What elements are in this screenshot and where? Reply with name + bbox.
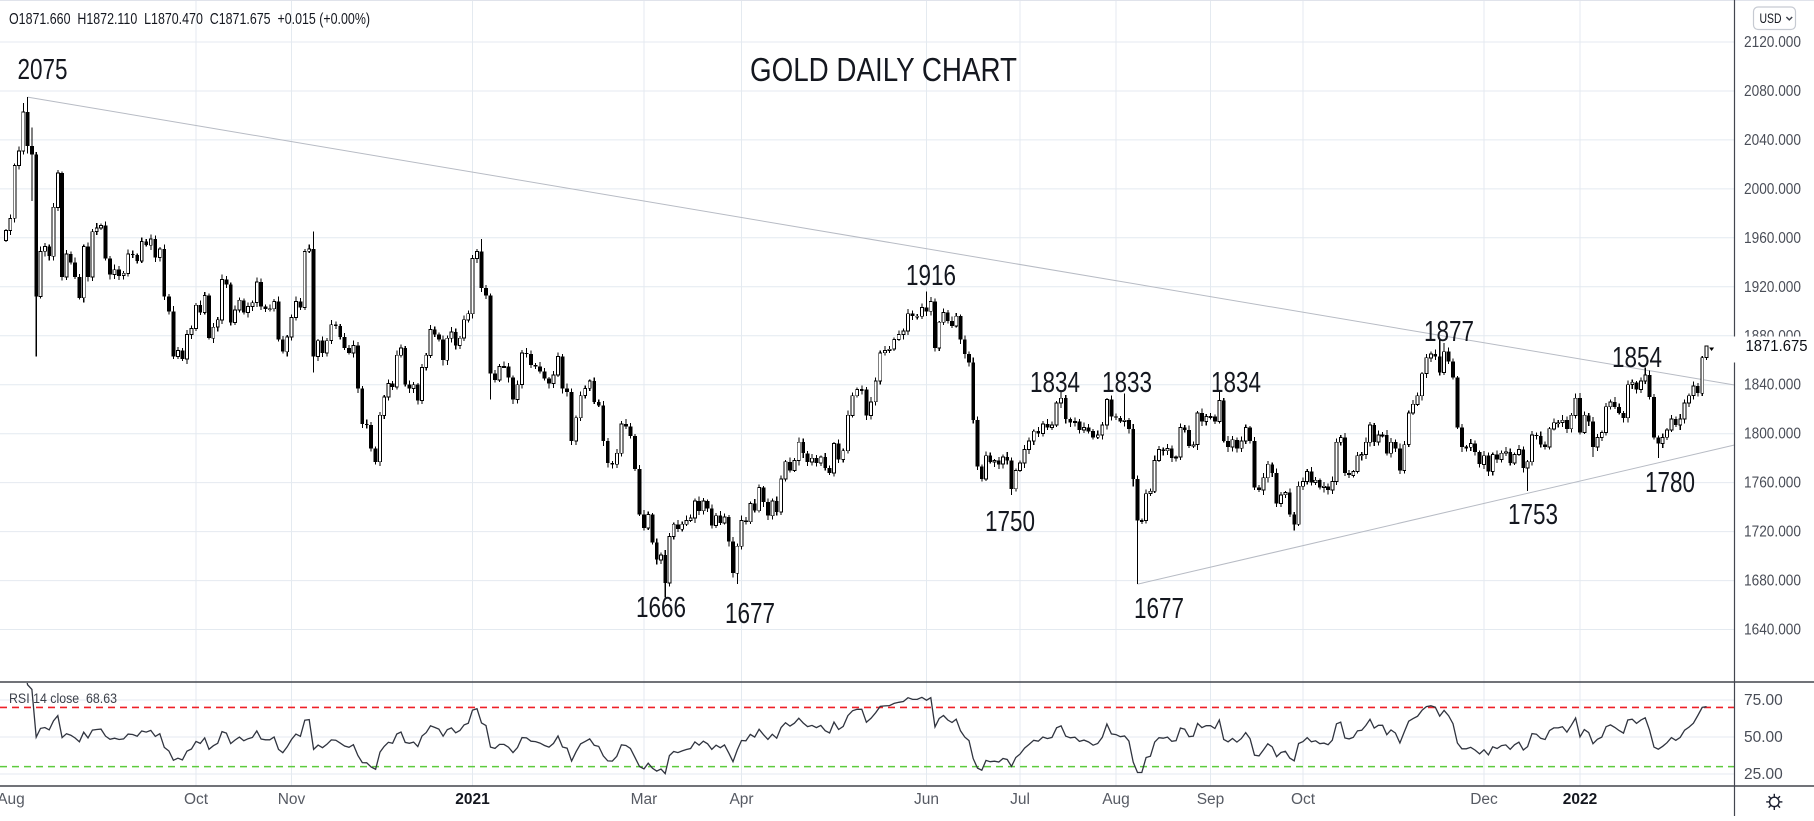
svg-text:GOLD DAILY CHART: GOLD DAILY CHART (750, 52, 1017, 89)
svg-text:1780: 1780 (1645, 467, 1695, 499)
svg-text:50.00: 50.00 (1744, 729, 1783, 746)
svg-text:1750: 1750 (985, 506, 1035, 538)
svg-text:75.00: 75.00 (1744, 692, 1783, 709)
svg-text:Jun: Jun (914, 791, 939, 808)
svg-text:1833: 1833 (1102, 367, 1152, 399)
svg-text:1840.000: 1840.000 (1744, 377, 1801, 394)
svg-text:2040.000: 2040.000 (1744, 132, 1801, 149)
svg-text:Aug: Aug (1102, 791, 1130, 808)
svg-text:1920.000: 1920.000 (1744, 279, 1801, 296)
svg-text:1677: 1677 (1134, 593, 1184, 625)
svg-text:RSI 14 close 68.63: RSI 14 close 68.63 (9, 691, 117, 706)
svg-text:Nov: Nov (278, 791, 306, 808)
svg-text:1640.000: 1640.000 (1744, 622, 1801, 639)
svg-text:2075: 2075 (18, 54, 68, 86)
svg-text:25.00: 25.00 (1744, 766, 1783, 783)
svg-text:2022: 2022 (1563, 791, 1597, 808)
svg-text:1871.675: 1871.675 (1746, 338, 1808, 355)
svg-text:1760.000: 1760.000 (1744, 475, 1801, 492)
svg-text:1753: 1753 (1508, 499, 1558, 531)
svg-text:2021: 2021 (455, 791, 490, 808)
svg-text:1720.000: 1720.000 (1744, 524, 1801, 541)
svg-text:1960.000: 1960.000 (1744, 230, 1801, 247)
svg-text:Jul: Jul (1010, 791, 1030, 808)
svg-text:2000.000: 2000.000 (1744, 181, 1801, 198)
svg-text:1680.000: 1680.000 (1744, 573, 1801, 590)
svg-text:O1871.660 H1872.110 L1870.47: O1871.660 H1872.110 L1870.470 C1871.675 … (9, 11, 370, 28)
svg-text:1916: 1916 (906, 260, 956, 292)
svg-text:Apr: Apr (729, 791, 753, 808)
svg-text:Oct: Oct (1291, 791, 1316, 808)
svg-text:Mar: Mar (631, 791, 658, 808)
svg-text:1834: 1834 (1211, 367, 1261, 399)
svg-text:1834: 1834 (1030, 367, 1080, 399)
svg-text:Sep: Sep (1197, 791, 1225, 808)
svg-text:USD: USD (1760, 11, 1782, 26)
svg-text:1854: 1854 (1612, 342, 1662, 374)
svg-text:2120.000: 2120.000 (1744, 34, 1801, 51)
svg-text:1877: 1877 (1424, 316, 1474, 348)
svg-text:1666: 1666 (636, 592, 686, 624)
svg-text:Aug: Aug (0, 791, 25, 808)
svg-text:Dec: Dec (1470, 791, 1498, 808)
svg-text:Oct: Oct (184, 791, 209, 808)
svg-text:1677: 1677 (725, 598, 775, 630)
svg-text:1800.000: 1800.000 (1744, 426, 1801, 443)
svg-text:2080.000: 2080.000 (1744, 83, 1801, 100)
